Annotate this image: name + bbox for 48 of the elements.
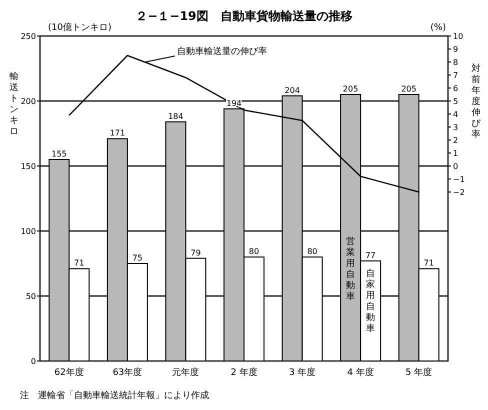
y2-tick-label: 3	[453, 123, 458, 132]
x-tick-label: 63年度	[112, 367, 142, 378]
chart-title: ２−１−19図 自動車貨物輸送量の推移	[136, 9, 352, 23]
y2-tick-label: −1	[453, 175, 465, 184]
x-tick-label: 2 年度	[230, 367, 258, 378]
data-label: 75	[132, 254, 143, 262]
data-label: 204	[284, 86, 300, 95]
data-label: 80	[307, 247, 318, 256]
y-tick-label: 100	[20, 227, 36, 236]
data-label: 71	[74, 258, 84, 268]
series-label: 自動車輸送量の伸び率	[176, 46, 267, 57]
series-label: 営業用自動車	[346, 236, 356, 302]
y2-tick-label: 5	[453, 97, 458, 106]
y2-tick-label: 4	[453, 110, 458, 119]
y-tick-label: 250	[20, 32, 36, 41]
text: 注 運輸省「自動車輸送統計年報」により作成	[20, 390, 209, 401]
data-label: 171	[110, 128, 126, 138]
x-tick-label: 3 年度	[288, 367, 316, 378]
y2-axis-title: 対前年度伸び率	[472, 63, 482, 140]
y2-tick-label: 6	[453, 84, 458, 93]
y2-tick-label: −2	[453, 188, 465, 197]
data-label: 184	[168, 112, 184, 121]
data-label: 79	[190, 248, 201, 258]
data-label: 205	[401, 84, 416, 94]
x-tick-label: 元年度	[172, 367, 200, 378]
y-tick-label: 150	[20, 162, 36, 171]
data-label: 71	[424, 258, 434, 268]
data-label: 77	[365, 250, 376, 260]
y2-tick-label: 0	[453, 162, 458, 171]
y2-tick-label: 1	[453, 149, 458, 158]
y-tick-label: 200	[20, 97, 36, 106]
y-tick-label: 0	[30, 357, 36, 366]
text: (%)	[430, 23, 446, 33]
text: (10億トンキロ)	[48, 22, 112, 33]
y2-tick-label: 9	[453, 45, 458, 54]
x-tick-label: 4 年度	[347, 367, 374, 378]
y2-tick-label: 2	[453, 136, 458, 145]
data-label: 80	[248, 247, 260, 256]
y2-tick-label: 8	[453, 58, 458, 67]
x-tick-label: 62年度	[54, 367, 84, 378]
x-tick-label: 5 年度	[406, 367, 432, 378]
y-tick-label: 50	[26, 292, 36, 301]
y-axis-title: 輸送トンキロ	[10, 71, 18, 137]
y2-tick-label: 10	[453, 32, 464, 41]
y2-tick-label: 7	[453, 71, 458, 80]
data-label: 155	[52, 150, 67, 158]
series-label: 自家用自動車	[366, 268, 376, 334]
data-label: 205	[342, 84, 358, 94]
